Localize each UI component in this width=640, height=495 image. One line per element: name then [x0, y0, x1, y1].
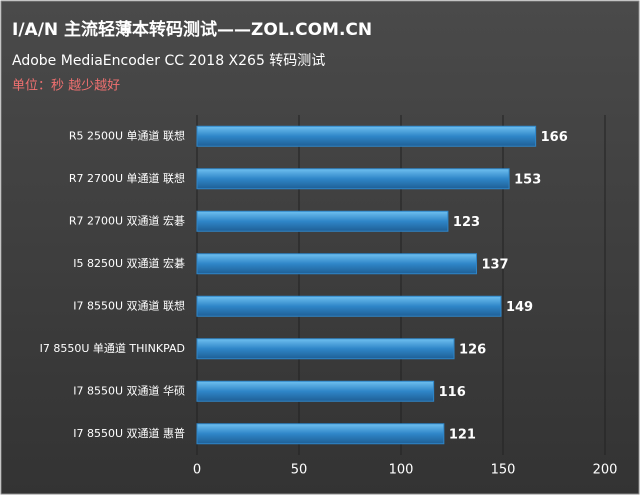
y-tick-label: I7 8550U 双通道 联想 [73, 298, 185, 312]
bar [196, 253, 477, 275]
y-tick-label: R7 2700U 单通道 联想 [69, 171, 185, 185]
y-tick-label: I5 8250U 双通道 宏碁 [73, 256, 185, 270]
x-tick-label: 150 [491, 463, 516, 478]
value-label: 137 [481, 257, 508, 272]
bar [196, 295, 502, 317]
y-tick-label: R5 2500U 单通道 联想 [69, 128, 185, 142]
value-label: 126 [459, 342, 486, 357]
x-tick-label: 50 [291, 463, 308, 478]
y-tick-label: I7 8550U 双通道 惠普 [73, 426, 185, 440]
x-tick-label: 0 [193, 463, 201, 478]
value-label: 121 [449, 427, 476, 442]
chart-title: I/A/N 主流轻薄本转码测试——ZOL.COM.CN [12, 19, 372, 40]
x-tick-label: 100 [389, 463, 414, 478]
bar [196, 338, 455, 360]
value-label: 166 [541, 130, 568, 145]
value-label: 116 [439, 385, 466, 400]
value-label: 149 [506, 300, 533, 315]
bar [196, 125, 537, 147]
bar [196, 380, 435, 402]
note: 单位：秒 越少越好 [12, 79, 120, 94]
bar [196, 423, 445, 445]
bar [196, 168, 510, 190]
chart-subtitle: Adobe MediaEncoder CC 2018 X265 转码测试 [12, 53, 325, 69]
value-label: 123 [453, 215, 480, 230]
y-tick-label: I7 8550U 双通道 华硕 [73, 383, 185, 397]
value-label: 153 [514, 172, 541, 187]
bar [196, 210, 449, 232]
y-tick-label: I7 8550U 单通道 THINKPAD [40, 341, 185, 355]
x-tick-label: 200 [593, 463, 618, 478]
y-tick-label: R7 2700U 双通道 宏碁 [69, 213, 185, 227]
